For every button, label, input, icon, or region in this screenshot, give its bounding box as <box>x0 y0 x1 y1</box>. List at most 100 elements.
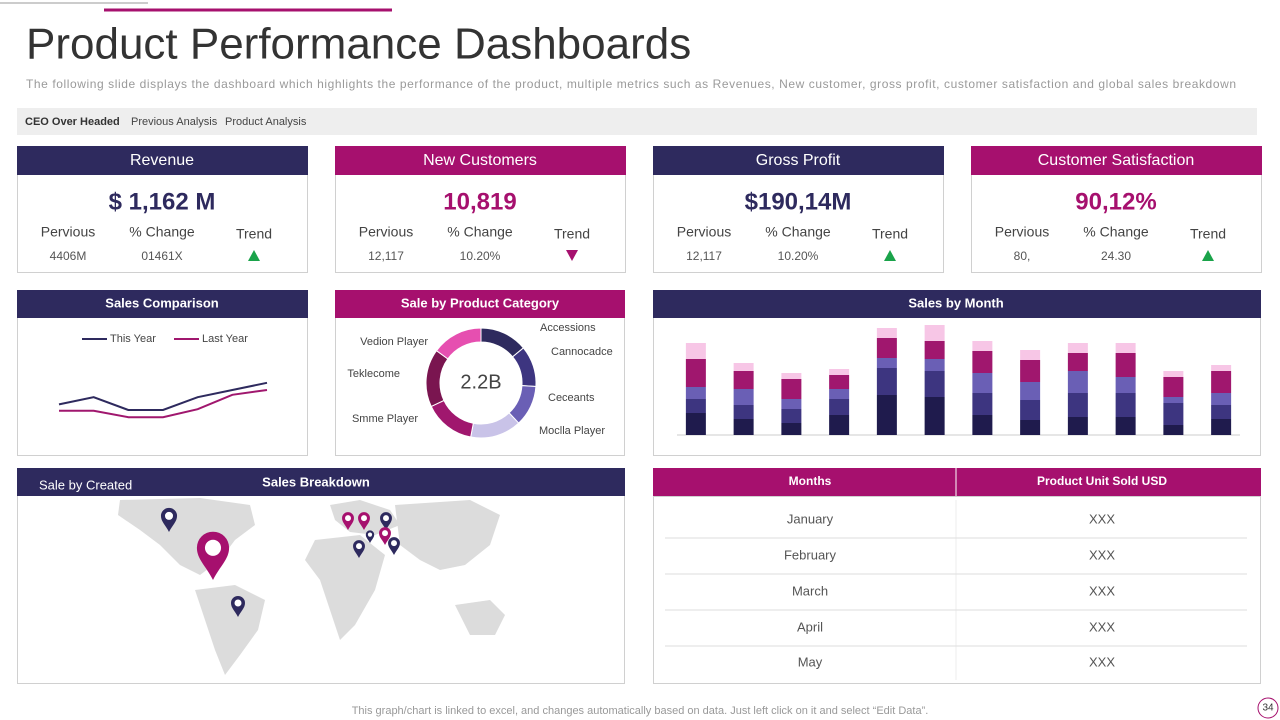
map-pin-dot <box>234 599 242 607</box>
donut-label: Ceceants <box>548 392 595 404</box>
kpi-header <box>971 146 1262 175</box>
bar-segment <box>781 379 802 399</box>
table-header <box>653 468 1261 496</box>
panel-header <box>335 290 625 318</box>
table-border <box>653 496 1261 684</box>
bar-segment <box>972 341 993 351</box>
bar-segment <box>1067 371 1088 393</box>
kpi-header <box>653 146 944 175</box>
kpi-label: Pervious <box>995 224 1049 240</box>
panel-title: Sale by Product Category <box>401 295 560 310</box>
bar-segment <box>1067 393 1088 417</box>
donut-center: 2.2B <box>460 371 501 393</box>
kpi-change: 01461X <box>141 249 182 263</box>
table-cell: May <box>798 654 823 669</box>
bar-segment <box>829 399 850 415</box>
table-cell: XXX <box>1089 654 1115 669</box>
kpi-previous: 12,117 <box>368 249 404 263</box>
donut-label: Cannocadce <box>551 346 613 358</box>
bar-segment <box>829 389 850 399</box>
donut-label: Vedion Player <box>360 336 428 348</box>
table-cell: XXX <box>1089 511 1115 526</box>
donut-label: Accessions <box>540 322 596 334</box>
bar-segment <box>1020 360 1041 382</box>
table-column: Product Unit Sold USD <box>1037 474 1167 488</box>
donut-label: Teklecome <box>347 368 400 380</box>
bar-segment <box>685 387 706 399</box>
donut-label: Moclla Player <box>539 425 605 437</box>
panel-title: Sales by Month <box>908 295 1003 310</box>
kpi-label: Trend <box>554 226 590 242</box>
panel-label: Sale by Created <box>39 477 132 492</box>
page-badge <box>1257 697 1279 719</box>
kpi-title: Revenue <box>130 152 194 169</box>
bar-segment <box>876 395 897 435</box>
kpi-value: 10,819 <box>443 188 516 215</box>
table-cell: March <box>792 583 828 598</box>
bar-segment <box>876 368 897 395</box>
kpi-value: 90,12% <box>1075 188 1156 215</box>
title: Product Performance Dashboards <box>26 20 691 69</box>
bar-segment <box>1211 371 1232 393</box>
kpi-label: % Change <box>129 224 195 240</box>
kpi-title: Customer Satisfaction <box>1038 152 1195 169</box>
bar-segment <box>1163 425 1184 435</box>
bar-segment <box>781 399 802 409</box>
bar-segment <box>972 415 993 435</box>
panel-header <box>17 468 625 496</box>
bar-segment <box>1020 350 1041 360</box>
kpi-previous: 4406M <box>50 249 87 263</box>
bar-segment <box>876 338 897 358</box>
bar-segment <box>876 328 897 338</box>
table-column: Months <box>789 474 832 488</box>
line-series <box>58 381 268 411</box>
map-pin-dot <box>391 540 397 547</box>
tab[interactable]: CEO Over Headed <box>25 116 120 128</box>
map-pin-dot <box>367 532 373 537</box>
tab[interactable]: Previous Analysis <box>131 116 218 128</box>
bar-segment <box>972 393 993 415</box>
bar-segment <box>733 405 754 419</box>
bar-segment <box>781 423 802 435</box>
bar-segment <box>924 325 945 341</box>
table-cell: XXX <box>1089 547 1115 562</box>
kpi-header <box>17 146 308 175</box>
bar-segment <box>1115 343 1136 353</box>
bar-segment <box>924 397 945 435</box>
kpi-previous: 80, <box>1014 249 1031 263</box>
bar-segment <box>1020 382 1041 400</box>
bar-segment <box>1067 343 1088 353</box>
table-cell: April <box>797 619 823 634</box>
bar-segment <box>1211 419 1232 435</box>
panel-header <box>653 290 1261 318</box>
kpi-value: $190,14M <box>745 188 852 215</box>
table-cell: XXX <box>1089 619 1115 634</box>
kpi-label: Pervious <box>359 224 413 240</box>
tab[interactable]: Product Analysis <box>225 116 307 128</box>
footer: This graph/chart is linked to excel, and… <box>352 705 929 717</box>
map-pin-dot <box>383 515 389 522</box>
bar-segment <box>829 375 850 389</box>
kpi-label: Trend <box>236 226 272 242</box>
bar-segment <box>924 359 945 371</box>
map-pin <box>160 507 178 532</box>
tab-bar <box>17 108 1257 135</box>
bar-segment <box>733 389 754 405</box>
kpi-title: New Customers <box>423 152 537 169</box>
bar-segment <box>1115 393 1136 417</box>
bar-segment <box>685 359 706 387</box>
map-pin-dot <box>204 539 222 556</box>
line-series <box>59 389 268 419</box>
kpi-change: 24.30 <box>1101 249 1131 263</box>
bar-segment <box>1211 365 1232 371</box>
trend-arrow <box>248 250 260 261</box>
bar-segment <box>876 358 897 368</box>
map-pin-dot <box>345 515 351 522</box>
table-cell: January <box>787 511 834 526</box>
kpi-previous: 12,117 <box>686 249 722 263</box>
trend-arrow <box>1202 250 1214 261</box>
bar-segment <box>1067 353 1088 371</box>
bar-segment <box>1163 371 1184 377</box>
bar-segment <box>1020 420 1041 435</box>
bar-segment <box>829 415 850 435</box>
